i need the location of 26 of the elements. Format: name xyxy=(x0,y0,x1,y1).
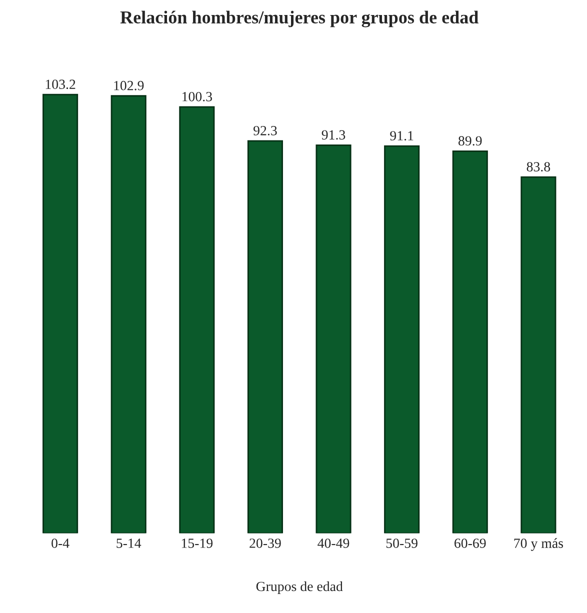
data-label: 103.2 xyxy=(46,80,76,90)
bar xyxy=(247,140,283,534)
bar xyxy=(520,176,556,534)
data-label: 83.8 xyxy=(526,162,550,172)
x-tick-label: 5-14 xyxy=(116,538,142,548)
chart-title: Relación hombres/mujeres por grupos de edad xyxy=(120,10,478,28)
x-axis-title: Grupos de edad xyxy=(256,581,343,594)
x-tick-label: 70 y más xyxy=(514,538,564,551)
x-tick-label: 20-39 xyxy=(250,538,281,548)
data-label: 100.3 xyxy=(182,92,212,102)
bar xyxy=(316,144,352,534)
x-tick-label: 0-4 xyxy=(52,538,70,548)
bar xyxy=(384,145,420,534)
bar xyxy=(42,94,78,534)
data-label: 102.9 xyxy=(114,80,144,90)
x-tick-label: 50-59 xyxy=(386,538,418,548)
data-label: 91.3 xyxy=(322,130,346,140)
bar xyxy=(110,95,146,534)
x-tick-label: 60-69 xyxy=(454,538,486,548)
x-tick-label: 15-19 xyxy=(182,538,213,548)
bar xyxy=(452,150,488,534)
bar xyxy=(179,106,215,534)
x-tick-label: 40-49 xyxy=(318,538,350,548)
data-label: 92.3 xyxy=(254,126,277,136)
data-label: 89.9 xyxy=(458,136,482,146)
data-label: 91.1 xyxy=(390,131,414,140)
